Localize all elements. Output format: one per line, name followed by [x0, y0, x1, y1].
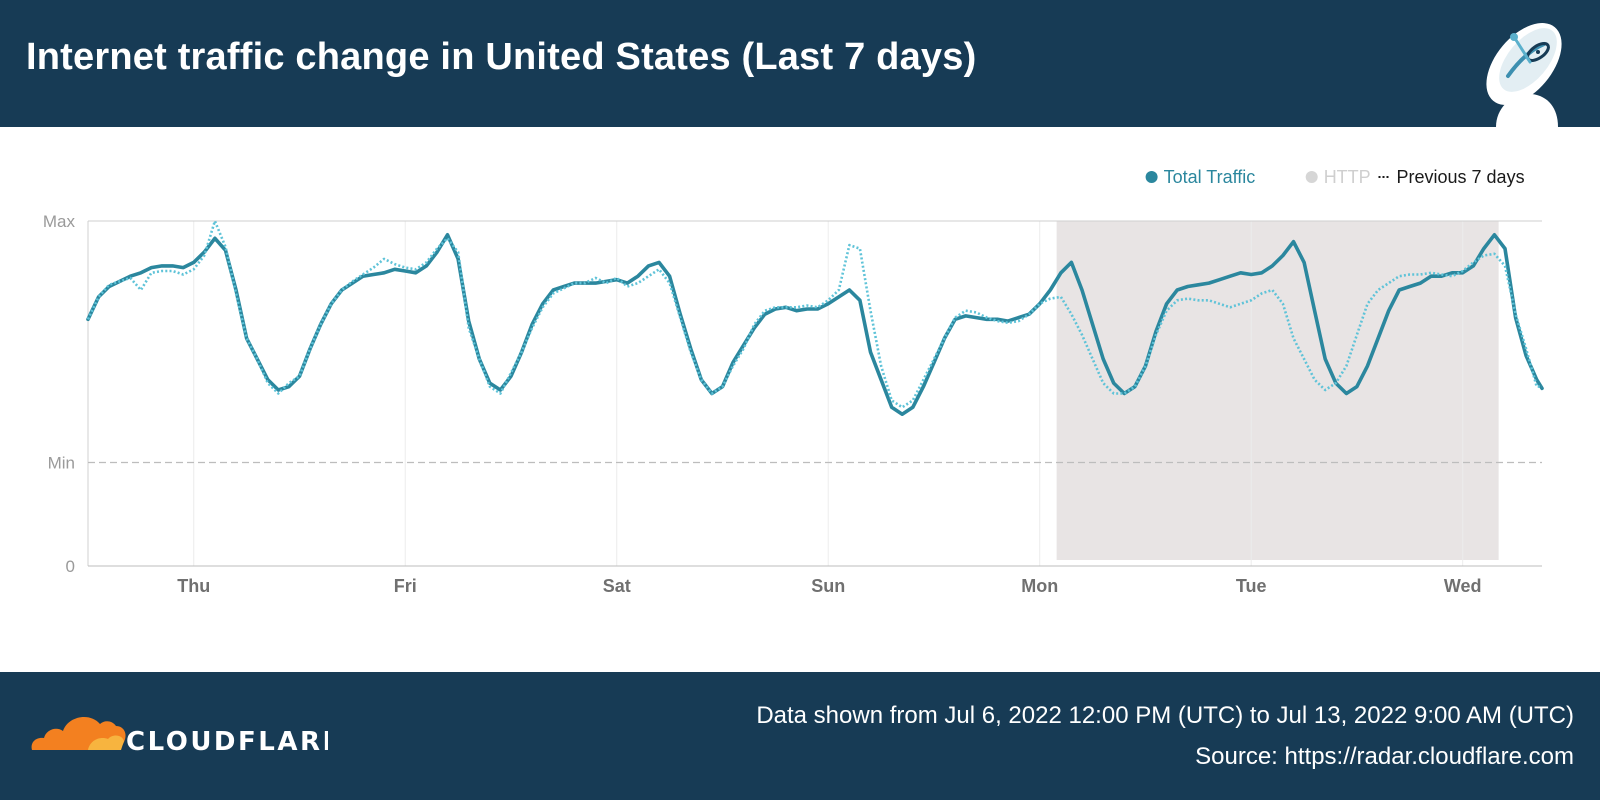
satellite-dish-icon	[1486, 23, 1562, 127]
legend-label-previous-7-days[interactable]: Previous 7 days	[1397, 167, 1525, 187]
x-tick-label: Mon	[1021, 576, 1058, 596]
x-tick-label: Thu	[177, 576, 210, 596]
y-tick-label: 0	[66, 557, 75, 576]
legend-marker-http[interactable]	[1305, 171, 1318, 183]
y-tick-label: Max	[43, 212, 76, 231]
y-tick-label: Min	[48, 454, 75, 473]
date-range-text: Data shown from Jul 6, 2022 12:00 PM (UT…	[756, 702, 1574, 729]
x-tick-label: Sun	[811, 576, 845, 596]
series-line-previous-7-days	[86, 219, 1542, 409]
chart-area: Max Min 0 Thu Fri Sat Sun Mon Tue Wed Previous 7 d…	[0, 127, 1600, 672]
page-title: Internet traffic change in United States…	[26, 36, 977, 78]
source-text: Source: https://radar.cloudflare.com	[1195, 743, 1574, 770]
legend-label-http[interactable]: HTTP	[1324, 167, 1371, 187]
legend-marker-total-traffic[interactable]	[1145, 171, 1158, 183]
cloudflare-logo: CLOUDFLARE	[31, 716, 328, 757]
traffic-chart: Max Min 0 Thu Fri Sat Sun Mon Tue Wed Previous 7 d…	[43, 167, 1544, 596]
x-tick-label: Tue	[1236, 576, 1267, 596]
header-bar: Internet traffic change in United States…	[0, 0, 1600, 127]
x-tick-label: Sat	[603, 576, 631, 596]
legend-label-total-traffic[interactable]: Total Traffic	[1164, 167, 1256, 187]
x-tick-label: Wed	[1444, 576, 1482, 596]
x-tick-label: Fri	[394, 576, 417, 596]
svg-text:CLOUDFLARE: CLOUDFLARE	[126, 727, 328, 757]
footer-bar: CLOUDFLARE Data shown from Jul 6, 2022 1…	[0, 672, 1600, 800]
series-line-total-traffic	[86, 233, 1544, 416]
